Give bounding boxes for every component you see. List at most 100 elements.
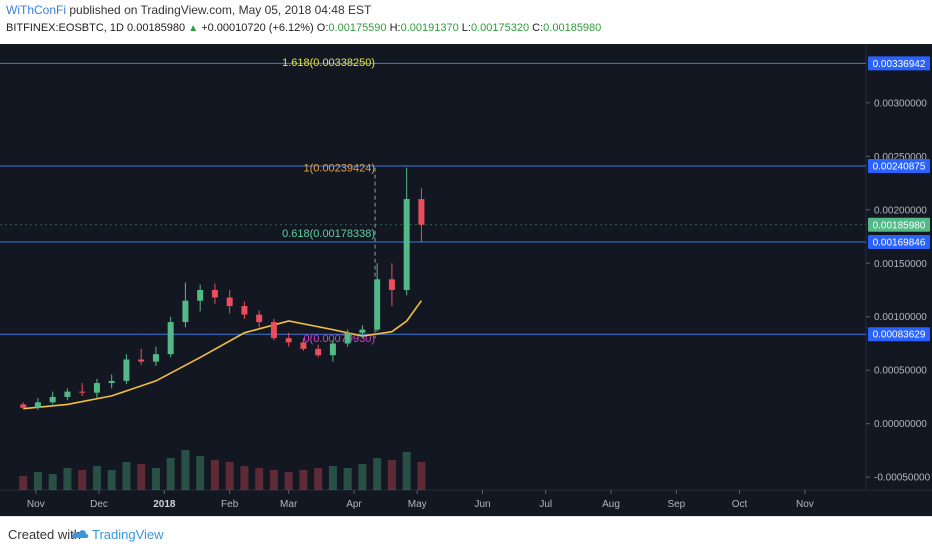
volume-bar	[122, 462, 131, 490]
volume-bar	[196, 456, 205, 490]
price-change: +0.00010720 (+6.12%)	[201, 22, 314, 34]
volume-bar	[343, 468, 352, 490]
volume-bar	[269, 470, 278, 490]
fib-level-label: 1.618(0.00338250)	[282, 57, 375, 69]
high-value: 0.00191370	[400, 22, 459, 34]
x-tick-label: Jul	[539, 499, 552, 510]
volume-bar	[417, 462, 426, 490]
candle-body	[359, 329, 366, 333]
volume-bar	[299, 470, 308, 490]
fib-level-label: 1(0.00239424)	[303, 163, 375, 175]
candle-body	[256, 314, 263, 323]
y-tick-label: 0.00300000	[874, 98, 927, 109]
candle-body	[315, 348, 322, 356]
open-value: 0.00175590	[328, 22, 387, 34]
x-tick-label: Dec	[90, 499, 108, 510]
low-label: L:	[461, 22, 471, 34]
x-tick-label: Mar	[280, 499, 298, 510]
volume-bar	[240, 466, 249, 490]
volume-bar	[107, 470, 116, 490]
tradingview-brand-link[interactable]: TradingView	[92, 527, 164, 542]
x-tick-label: Jun	[474, 499, 490, 510]
volume-bar	[358, 464, 367, 490]
publish-info: published on TradingView.com, May 05, 20…	[69, 3, 372, 17]
y-tick-label: 0.00200000	[874, 205, 927, 216]
symbol-label: BITFINEX:EOSBTC, 1D	[6, 22, 124, 34]
x-tick-label: Nov	[796, 499, 814, 510]
candle-body	[79, 391, 86, 393]
footer: Created with TradingView	[0, 516, 932, 551]
chart-header: WiThConFi published on TradingView.com, …	[0, 0, 932, 44]
last-price: 0.00185980	[127, 22, 186, 34]
candle-body	[138, 359, 145, 362]
x-tick-label: 2018	[153, 499, 176, 510]
volume-bar	[387, 460, 396, 490]
y-tick-label: 0.00150000	[874, 259, 927, 270]
up-arrow-icon: ▲	[188, 23, 199, 34]
volume-bar	[78, 470, 87, 490]
candle-body	[211, 289, 218, 298]
volume-bar	[33, 472, 42, 490]
volume-bar	[284, 472, 293, 490]
y-tick-label: -0.00050000	[874, 473, 931, 484]
high-label: H:	[389, 22, 401, 34]
candle-body	[329, 343, 336, 356]
candle-body	[49, 396, 56, 403]
volume-bar	[48, 474, 57, 490]
x-tick-label: Apr	[346, 499, 362, 510]
candle-body	[152, 354, 159, 362]
volume-bar	[255, 468, 264, 490]
x-tick-label: May	[408, 499, 427, 510]
candle-body	[270, 322, 277, 339]
volume-bar	[314, 468, 323, 490]
candle-body	[20, 404, 27, 408]
x-tick-label: Nov	[27, 499, 45, 510]
volume-bar	[137, 464, 146, 490]
close-value: 0.00185980	[543, 22, 602, 34]
candle-body	[344, 332, 351, 344]
fib-level-label: 0(0.00079930)	[303, 333, 375, 345]
volume-bar	[373, 458, 382, 490]
current-price-label: 0.00185980	[873, 220, 926, 231]
candle-body	[403, 199, 410, 290]
level-price-tag	[868, 327, 930, 342]
open-label: O:	[316, 22, 329, 34]
candle-body	[300, 342, 307, 349]
volume-bar	[166, 458, 175, 490]
level-price-label: 0.00240875	[873, 162, 926, 173]
volume-bar	[63, 468, 72, 490]
candle-body	[285, 338, 292, 343]
candle-body	[226, 297, 233, 307]
candle-body	[108, 380, 115, 384]
tradingview-logo-icon[interactable]	[70, 527, 90, 541]
price-chart[interactable]: 0.00300000 0.00250000 0.00200000 0.00150000…	[0, 44, 932, 516]
candle-body	[93, 383, 100, 393]
x-tick-label: Feb	[221, 499, 239, 510]
volume-bar	[92, 466, 101, 490]
candle-body	[388, 279, 395, 290]
candle-body	[374, 279, 381, 330]
volume-bar	[151, 468, 160, 490]
y-tick-label: 0.00100000	[874, 312, 927, 323]
author-link[interactable]: WiThConFi	[6, 3, 67, 17]
volume-bar	[402, 452, 411, 490]
x-tick-label: Oct	[732, 499, 748, 510]
close-label: C:	[532, 22, 544, 34]
created-with-label: Created with	[8, 527, 81, 542]
level-price-label: 0.00169846	[873, 238, 926, 249]
x-tick-label: Sep	[667, 499, 685, 510]
level-price-label: 0.00083629	[873, 330, 926, 341]
volume-bar	[328, 466, 337, 490]
candle-body	[123, 359, 130, 381]
chart-background	[0, 44, 932, 516]
candle-body	[167, 322, 174, 355]
level-price-tag	[868, 159, 930, 174]
low-value: 0.00175320	[470, 22, 530, 34]
moving-average-line	[23, 300, 423, 410]
level-price-label: 0.00336942	[873, 59, 926, 70]
volume-bar	[225, 462, 234, 490]
chart-panel[interactable]: 0.00300000 0.00250000 0.00200000 0.00150000…	[0, 44, 932, 516]
ohlc-line: BITFINEX:EOSBTC, 1D 0.00185980 ▲ +0.0001…	[6, 22, 601, 34]
volume-bar	[181, 450, 190, 490]
volume-bar	[19, 476, 28, 490]
